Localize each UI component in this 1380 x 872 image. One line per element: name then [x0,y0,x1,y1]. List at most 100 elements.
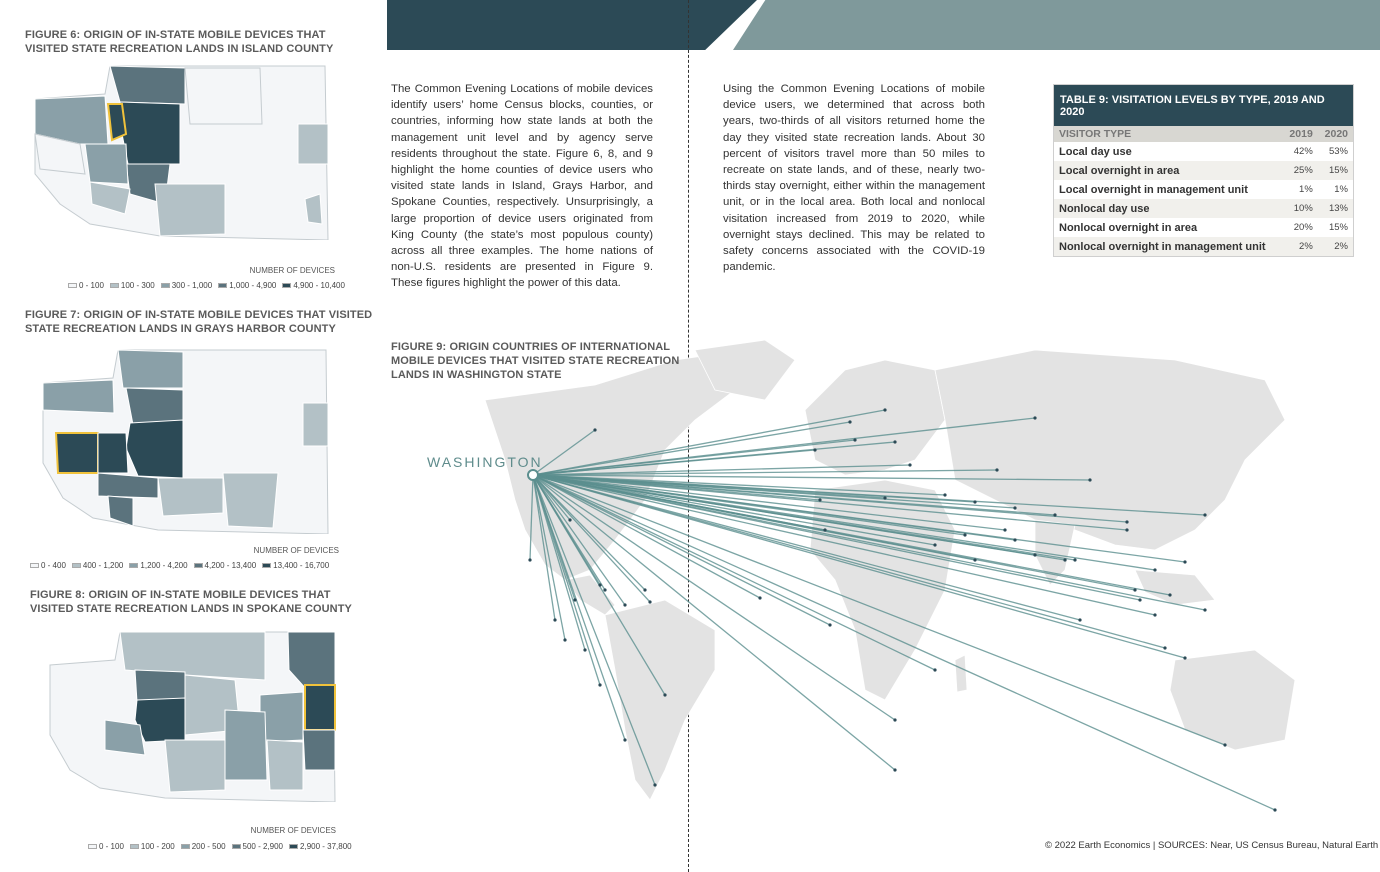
destination-point [1183,560,1187,564]
cell-visitor-type: Nonlocal overnight in area [1059,221,1198,234]
flow-line [532,474,646,591]
table-row: Local day use 42% 53% [1054,142,1353,161]
flow-line [532,474,896,721]
header-band-dark [387,0,757,50]
table-row: Nonlocal overnight in management unit 2%… [1054,237,1353,256]
figure7-legend-title: NUMBER OF DEVICES [253,546,339,555]
destination-point [648,600,652,604]
flow-line [532,474,1081,621]
legend-item: 0 - 400 [30,561,66,570]
destination-point [823,528,827,532]
destination-point [1013,538,1017,542]
legend-swatch [289,844,299,849]
figure8-map [49,631,336,802]
legend-item: 1,000 - 4,900 [218,281,276,290]
flow-line [532,474,1006,531]
destination-point [933,668,937,672]
destination-point [553,618,557,622]
flow-line [532,421,851,476]
destination-point [1033,416,1037,420]
legend-item: 500 - 2,900 [231,842,283,851]
cell-2019: 10% [1282,199,1318,218]
table-row: Nonlocal overnight in area 20% 15% [1054,218,1353,237]
figure7-title: FIGURE 7: ORIGIN OF IN-STATE MOBILE DEVI… [25,309,373,335]
cell-visitor-type: Nonlocal day use [1054,199,1283,218]
legend-swatch [231,844,241,849]
figure8-legend: 0 - 100 100 - 200 200 - 500 500 - 2,900 … [88,842,352,851]
destination-point [893,768,897,772]
intro-paragraph: The Common Evening Locations of mobile d… [391,83,653,290]
cell-2019: 2% [1282,237,1318,256]
destination-point [528,558,532,562]
destination-point [653,783,657,787]
flow-line [532,474,761,599]
legend-item: 100 - 200 [129,842,175,851]
flow-line [532,474,651,603]
destination-point [1073,558,1077,562]
flow-line [532,474,571,521]
destination-point [883,408,887,412]
flow-line [532,474,1128,531]
destination-point [663,693,667,697]
destination-point [1063,558,1067,562]
flow-line [532,474,1156,571]
legend-swatch [193,563,203,568]
cell-visitor-type: Local overnight in management unit [1059,183,1248,196]
visitation-paragraph: Using the Common Evening Locations of mo… [723,83,985,274]
flow-line [532,474,1186,659]
destination-point [593,428,597,432]
destination-point [813,448,817,452]
table9: TABLE 9: VISITATION LEVELS BY TYPE, 2019… [1053,84,1354,257]
destination-point [1053,513,1057,517]
destination-point [1133,588,1137,592]
cell-2020: 15% [1328,222,1348,233]
flow-line [532,474,1091,481]
destination-point [973,500,977,504]
legend-item: 4,900 - 10,400 [282,281,345,290]
flow-line [532,441,896,476]
destination-point [1153,568,1157,572]
table9-title: TABLE 9: VISITATION LEVELS BY TYPE, 2019… [1054,85,1353,126]
destination-point [1168,593,1172,597]
flow-line [532,409,886,476]
cell-2020: 53% [1328,146,1348,157]
destination-point [623,738,627,742]
legend-swatch [71,563,81,568]
figure6-legend: 0 - 100 100 - 300 300 - 1,000 1,000 - 4,… [68,281,345,290]
destination-point [1203,608,1207,612]
header-band-light [733,0,1380,50]
legend-swatch [129,563,139,568]
destination-point [603,588,607,592]
flow-line [532,474,936,546]
destination-point [1078,618,1082,622]
legend-swatch [282,283,292,288]
legend-item: 1,200 - 4,200 [129,561,188,570]
flow-line [532,474,831,626]
flow-line [532,474,1128,523]
flow-line [532,474,936,671]
cell-visitor-type: Nonlocal overnight in management unit [1054,237,1283,256]
legend-item: 2,900 - 37,800 [289,842,352,851]
cell-2020: 13% [1317,199,1353,218]
header-visitor-type: VISITOR TYPE [1054,126,1283,142]
destination-point [568,518,572,522]
cell-2019: 1% [1299,184,1313,195]
cell-2019: 25% [1282,161,1318,180]
flow-lines [529,409,1276,811]
destination-point [848,420,852,424]
flow-line [532,474,1276,811]
destination-point [623,603,627,607]
table-row: Local overnight in area 25% 15% [1054,161,1353,180]
flow-line [532,474,1171,596]
legend-swatch [180,844,190,849]
legend-swatch [218,283,228,288]
destination-point [583,648,587,652]
flow-line [532,474,1166,649]
header-2020: 2020 [1317,126,1353,142]
table-header-row: VISITOR TYPE 2019 2020 [1054,126,1353,142]
destination-point [883,496,887,500]
destination-points [528,408,1277,812]
cell-2019: 20% [1293,222,1313,233]
flow-line [532,474,1186,563]
flow-line [532,469,998,476]
